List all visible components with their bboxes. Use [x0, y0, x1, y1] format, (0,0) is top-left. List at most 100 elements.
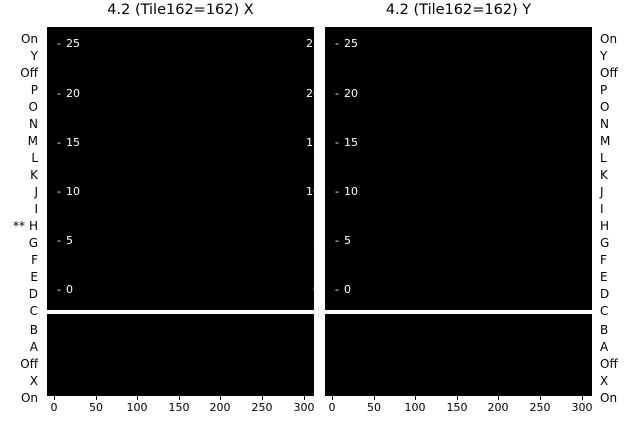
- ytick-value: 0: [66, 283, 73, 296]
- xtick-label-250: 250: [251, 401, 273, 414]
- channel-label-text: O: [28, 100, 38, 114]
- ytick-y-upper-10: -10: [335, 186, 358, 197]
- ytick-value: 25: [66, 37, 80, 50]
- channel-label-x: X: [30, 375, 38, 387]
- channel-label-on-top: On: [21, 33, 38, 45]
- channel-label-off-bottom: Off: [20, 358, 38, 370]
- xtick-mark: [332, 396, 333, 400]
- ytick-dash-icon: -: [57, 283, 61, 296]
- channel-label-e: E: [30, 271, 38, 283]
- channel-label-right-h: H: [600, 219, 610, 233]
- channel-label-right-x: X: [600, 374, 609, 388]
- x-axis-panel-x: 0 50 100 150 200 250 300: [47, 396, 315, 426]
- channel-label-text: On: [20, 391, 38, 405]
- ytick-x-upper-0: -0: [57, 284, 73, 295]
- xtick-mark: [582, 396, 583, 400]
- ytick-y-upper-5: -5: [335, 235, 351, 246]
- plot-area-x-lower[interactable]: [47, 314, 314, 396]
- ytick-value: 15: [66, 136, 80, 149]
- ytick-x-upper-right-0: 0: [313, 284, 314, 295]
- channel-label-right-k: K: [600, 168, 608, 182]
- ytick-value: 5: [344, 234, 351, 247]
- ytick-x-upper-right-10: 10: [306, 185, 314, 198]
- ytick-dash-icon: -: [335, 136, 339, 149]
- channel-label-a: A: [30, 341, 38, 353]
- xtick-label-100: 100: [126, 401, 148, 414]
- channel-label-right-b: B: [600, 323, 609, 337]
- channel-label-text: L: [31, 151, 38, 165]
- channel-label-i: I: [34, 203, 38, 215]
- channel-label-text: B: [29, 323, 38, 337]
- x-axis-panel-y: 0 50 100 150 200 250 300: [325, 396, 593, 426]
- channel-label-text: D: [28, 287, 38, 301]
- xtick-label-250: 250: [529, 401, 551, 414]
- ytick-value: 25: [344, 37, 358, 50]
- channel-label-text: X: [29, 374, 38, 388]
- channel-label-right-i: I: [600, 202, 604, 216]
- channel-label-right-g: G: [600, 236, 610, 250]
- plot-area-x-upper[interactable]: -25 -20 -15 -10 -5 -0 25 20 15 10 5 0: [47, 27, 314, 310]
- xtick-label-150: 150: [446, 401, 468, 414]
- channel-label-b: B: [30, 324, 38, 336]
- xtick-mark: [374, 396, 375, 400]
- ytick-dash-icon: -: [57, 234, 61, 247]
- ytick-dash-icon: -: [335, 283, 339, 296]
- xtick-label-200: 200: [209, 401, 231, 414]
- xtick-mark: [304, 396, 305, 400]
- plot-area-y-upper[interactable]: -25 -20 -15 -10 -5 -0: [325, 27, 592, 310]
- channel-label-c: C: [30, 305, 38, 317]
- channel-label-text: H: [28, 219, 38, 233]
- channel-label-k: K: [30, 169, 38, 181]
- channel-label-right-off-bottom: Off: [600, 357, 618, 371]
- ytick-x-upper-right-5: 5: [313, 235, 314, 246]
- ytick-y-upper-15: -15: [335, 137, 358, 148]
- ytick-dash-icon: -: [57, 87, 61, 100]
- ytick-value: 20: [66, 87, 80, 100]
- channel-label-text: K: [30, 168, 38, 182]
- channel-label-right-off-top: Off: [600, 66, 618, 80]
- channel-label-right-p: P: [600, 83, 608, 97]
- xtick-label-300: 300: [571, 401, 593, 414]
- channel-label-o: O: [29, 101, 38, 113]
- channel-label-right-d: D: [600, 287, 610, 301]
- xtick-label-0: 0: [328, 401, 336, 414]
- channel-label-right-n: N: [600, 117, 609, 131]
- channel-label-n: N: [29, 118, 38, 130]
- ytick-x-upper-right-15: 15: [306, 136, 314, 149]
- channel-label-right-a: A: [600, 340, 609, 354]
- ytick-x-upper-15: -15: [57, 137, 80, 148]
- xtick-mark: [96, 396, 97, 400]
- ytick-dash-icon: -: [335, 234, 339, 247]
- channel-label-text: On: [20, 32, 38, 46]
- xtick-mark: [540, 396, 541, 400]
- channel-label-off-top: Off: [20, 67, 38, 79]
- xtick-label-200: 200: [487, 401, 509, 414]
- ytick-value: 5: [66, 234, 73, 247]
- xtick-label-300: 300: [293, 401, 315, 414]
- channel-label-j: J: [34, 186, 38, 198]
- ytick-x-upper-5: -5: [57, 235, 73, 246]
- xtick-label-50: 50: [89, 401, 103, 414]
- ytick-value: 0: [344, 283, 351, 296]
- plot-area-y-lower[interactable]: [325, 314, 592, 396]
- channel-label-g: G: [29, 237, 38, 249]
- channel-label-text: N: [29, 117, 38, 131]
- channel-label-text: C: [29, 304, 38, 318]
- channel-label-text: P: [30, 83, 38, 97]
- xtick-mark: [54, 396, 55, 400]
- xtick-mark: [262, 396, 263, 400]
- channel-label-text: Y: [30, 49, 38, 63]
- channel-label-text: E: [30, 270, 38, 284]
- channel-label-m: M: [28, 135, 38, 147]
- ytick-x-upper-25: -25: [57, 38, 80, 49]
- channel-label-y: Y: [31, 50, 38, 62]
- xtick-mark: [137, 396, 138, 400]
- xtick-label-100: 100: [404, 401, 426, 414]
- ytick-dash-icon: -: [57, 37, 61, 50]
- channel-label-h: ** H: [13, 219, 38, 233]
- ytick-dash-icon: -: [335, 87, 339, 100]
- channel-label-text: J: [34, 185, 38, 199]
- xtick-label-0: 0: [50, 401, 58, 414]
- ytick-x-upper-20: -20: [57, 88, 80, 99]
